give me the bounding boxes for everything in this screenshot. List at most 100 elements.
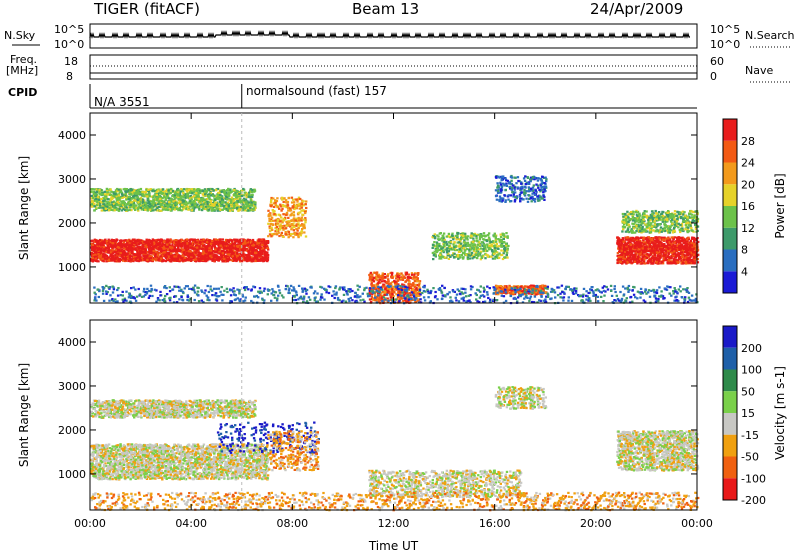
power-cell: [171, 198, 173, 200]
power-cell: [137, 253, 139, 255]
power-cell: [293, 226, 295, 228]
power-cell: [377, 279, 379, 281]
power-cell: [158, 201, 160, 203]
power-cell: [285, 214, 287, 216]
power-cell: [177, 208, 179, 210]
power-cell: [413, 276, 415, 278]
power-cell: [212, 244, 214, 246]
power-cell: [207, 245, 209, 247]
power-cell: [215, 189, 217, 191]
power-cell: [270, 227, 272, 229]
power-cell: [274, 220, 276, 222]
power-cell: [260, 254, 262, 256]
power-cell: [260, 259, 262, 261]
power-cell: [190, 247, 192, 249]
power-cell: [268, 218, 270, 220]
power-cell: [208, 252, 210, 254]
power-cell: [148, 193, 150, 195]
power-cell: [173, 250, 175, 252]
power-cell: [195, 192, 197, 194]
power-cell: [208, 195, 210, 197]
power-cell: [211, 207, 213, 209]
power-cell: [377, 282, 379, 284]
power-cell: [185, 208, 187, 210]
power-cell: [100, 252, 102, 254]
power-cell: [154, 209, 156, 211]
power-cell: [186, 190, 188, 192]
power-cell: [221, 191, 223, 193]
power-cell: [187, 254, 189, 256]
power-cell: [288, 224, 290, 226]
power-cell: [144, 209, 146, 211]
power-cell: [222, 238, 224, 240]
power-cell: [296, 201, 298, 203]
power-cell: [158, 195, 160, 197]
power-cell: [223, 242, 225, 244]
power-cell: [185, 259, 187, 261]
power-cell: [159, 252, 161, 254]
power-cell: [232, 243, 234, 245]
power-cell: [182, 255, 184, 257]
power-cell: [227, 253, 229, 255]
noise-line: [90, 32, 690, 38]
power-cell: [111, 191, 113, 193]
power-cell: [110, 259, 112, 261]
power-cell: [371, 282, 373, 284]
power-cell: [191, 209, 193, 211]
power-cell: [176, 259, 178, 261]
power-cell: [145, 191, 147, 193]
power-cell: [106, 206, 108, 208]
power-cell: [137, 193, 139, 195]
power-cell: [270, 201, 272, 203]
power-cell: [297, 236, 299, 238]
power-cell: [170, 252, 172, 254]
power-cell: [115, 238, 117, 240]
power-cell: [225, 196, 227, 198]
power-cell: [299, 198, 301, 200]
power-cell: [248, 193, 250, 195]
power-cell: [298, 227, 300, 229]
power-cell: [135, 193, 137, 195]
power-cell: [229, 247, 231, 249]
summary-freq-frame: [90, 55, 697, 79]
power-cell: [193, 255, 195, 257]
power-cell: [149, 260, 151, 262]
power-cell: [102, 207, 104, 209]
power-cell: [172, 190, 174, 192]
power-cell: [165, 208, 167, 210]
power-cell: [227, 243, 229, 245]
power-cell: [194, 251, 196, 253]
power-cell: [188, 259, 190, 261]
power-cell: [194, 206, 196, 208]
power-cell: [283, 201, 285, 203]
power-cell: [247, 256, 249, 258]
power-cell: [245, 198, 247, 200]
power-cell: [214, 248, 216, 250]
power-cell: [174, 194, 176, 196]
power-cell: [99, 204, 101, 206]
power-cell: [95, 240, 97, 242]
power-cell: [267, 210, 269, 212]
power-cell: [205, 250, 207, 252]
power-cell: [130, 204, 132, 206]
power-cell: [392, 286, 394, 288]
power-cell: [202, 238, 204, 240]
power-cell: [161, 197, 163, 199]
power-cell: [231, 247, 233, 249]
power-cell: [252, 208, 254, 210]
power-cell: [119, 204, 121, 206]
power-cell: [154, 254, 156, 256]
power-cell: [196, 255, 198, 257]
power-cell: [279, 228, 281, 230]
power-cell: [191, 204, 193, 206]
power-cell: [195, 241, 197, 243]
power-cell: [416, 280, 418, 282]
power-cell: [226, 198, 228, 200]
power-cell: [175, 241, 177, 243]
power-cell: [159, 247, 161, 249]
power-cell: [152, 259, 154, 261]
power-cell: [291, 223, 293, 225]
power-cell: [201, 248, 203, 250]
power-cell: [121, 254, 123, 256]
power-cell: [190, 250, 192, 252]
